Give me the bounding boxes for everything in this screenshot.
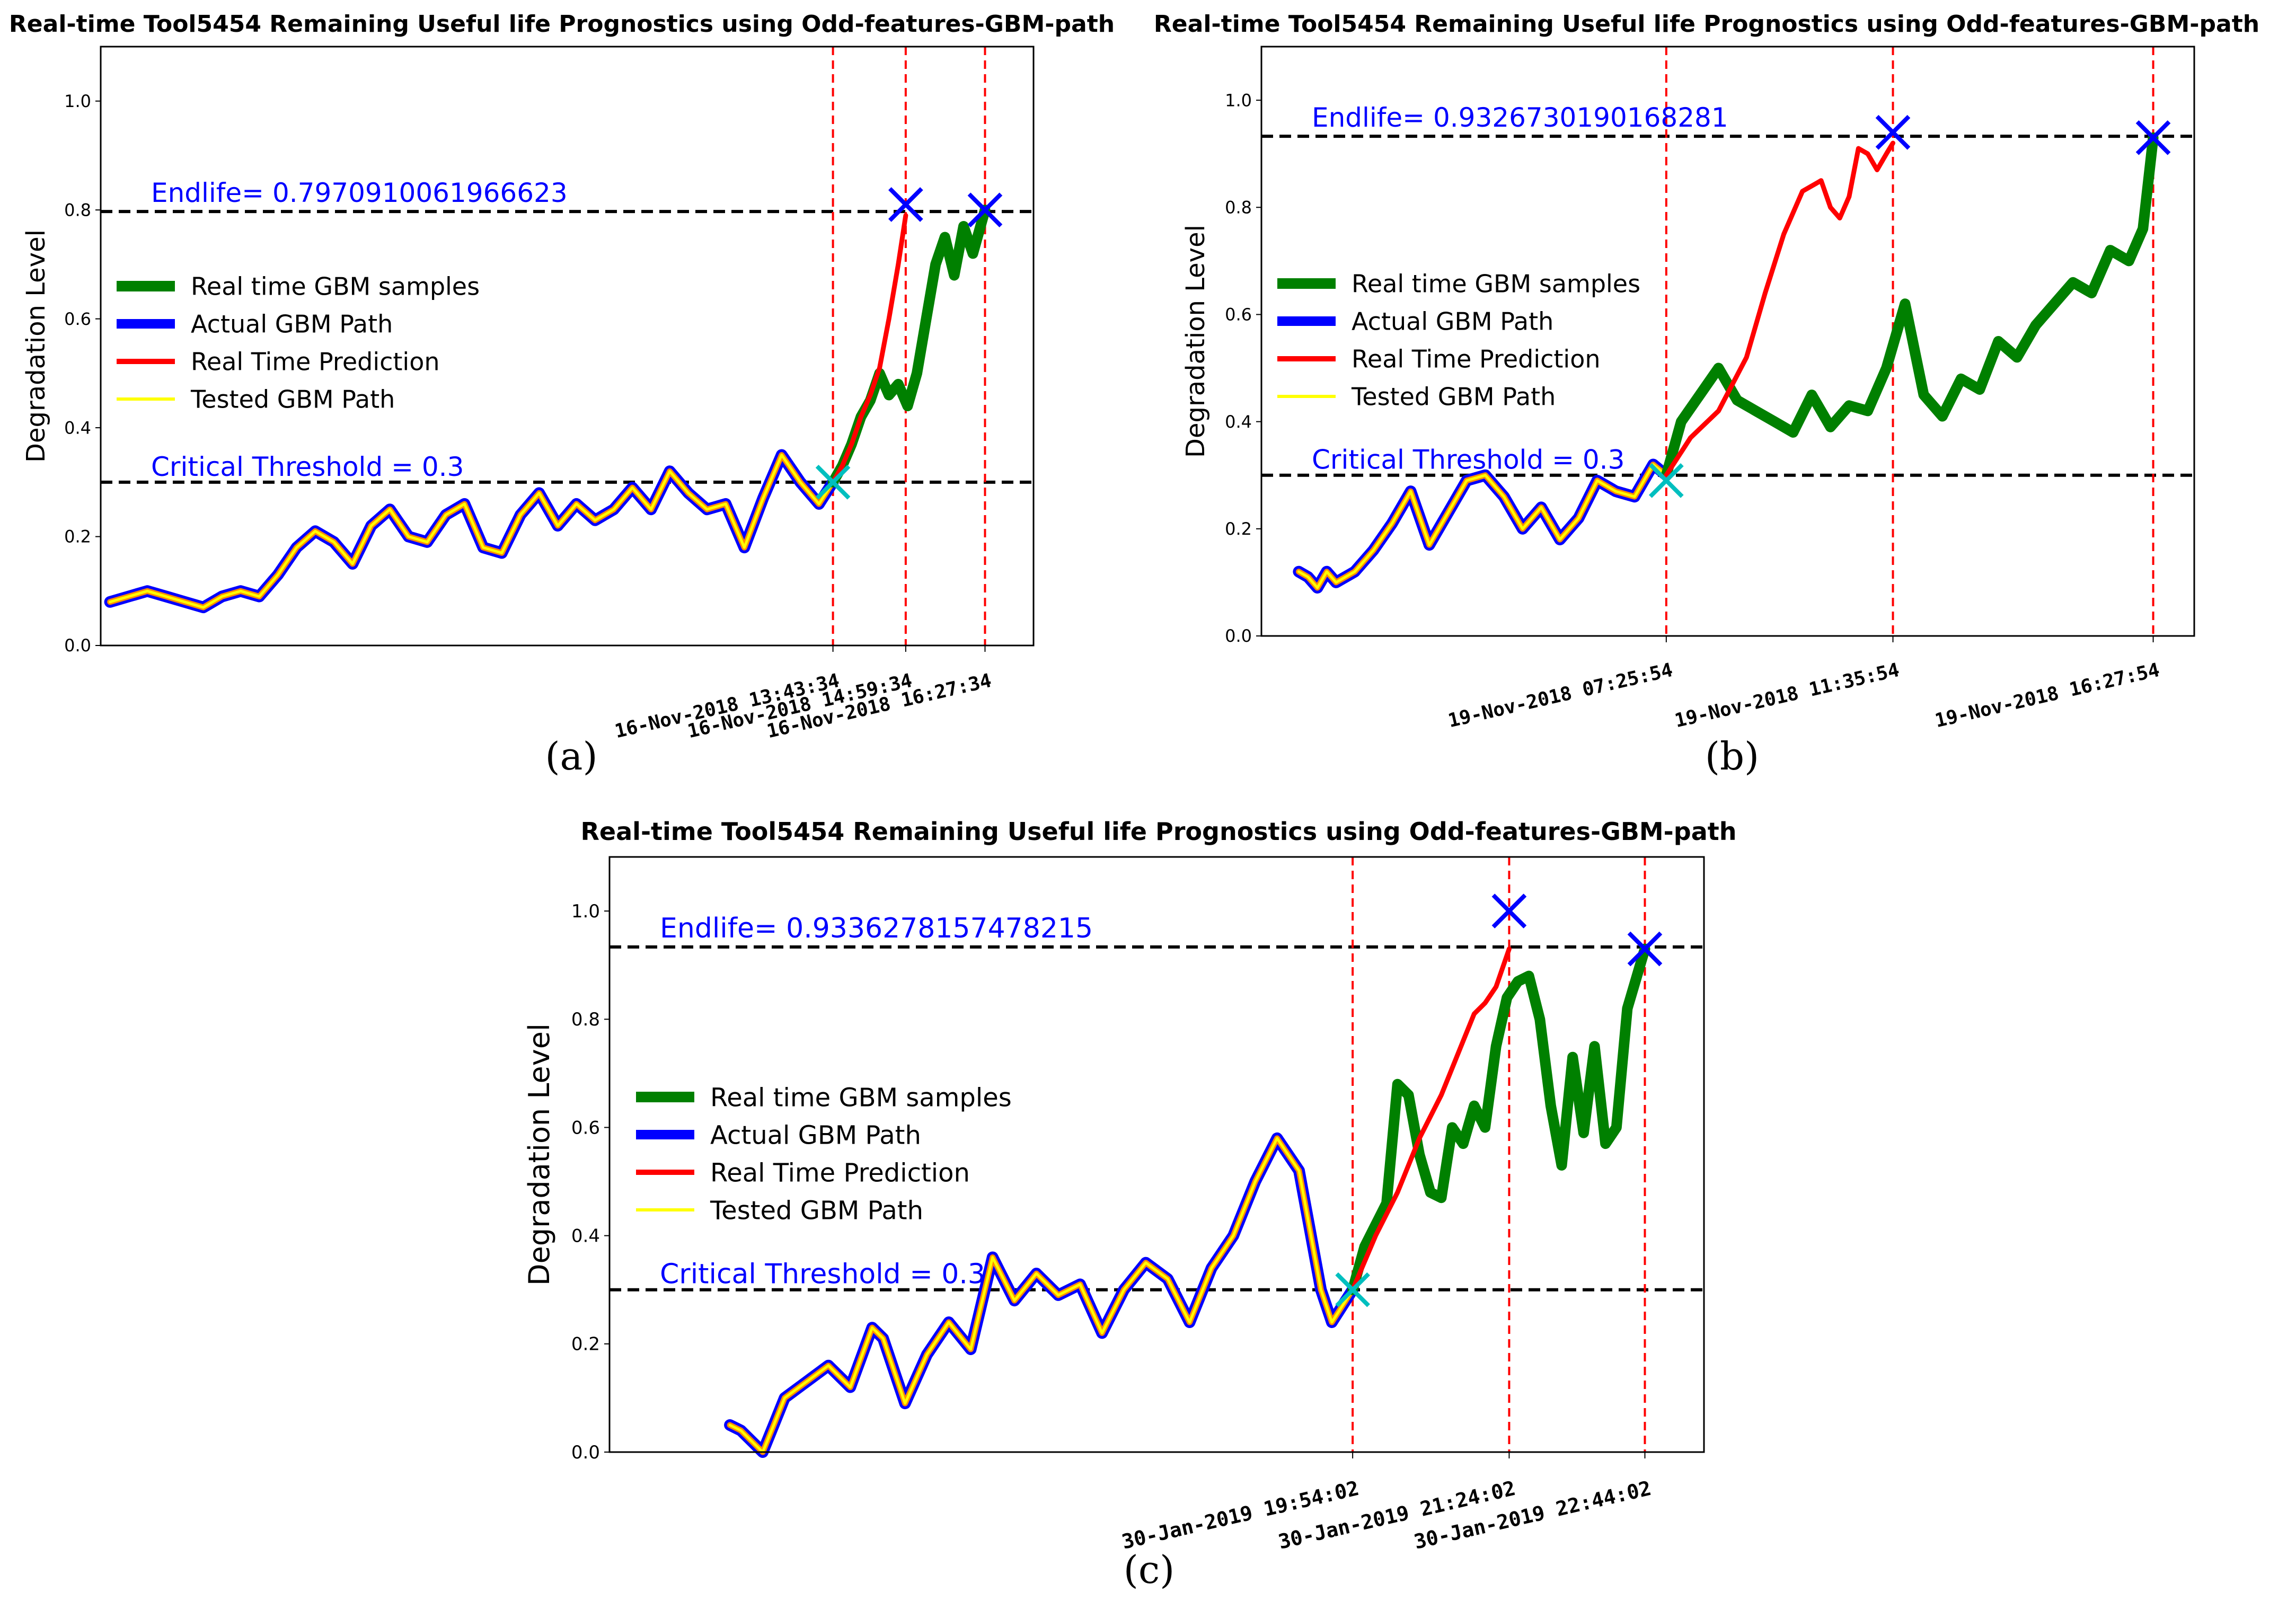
legend: Real time GBM samples Actual GBM Path Real…: [636, 1083, 1012, 1225]
plot-frame: [608, 856, 1705, 1453]
y-axis-label: Degradation Level: [1181, 225, 1211, 458]
x-marker-stroke: [1335, 1272, 1370, 1307]
y-tick-label: 0.2: [1225, 519, 1252, 539]
x-marker-predicted-end: [1491, 894, 1527, 928]
legend: Real time GBM samples Actual GBM Path Real…: [1277, 270, 1640, 411]
x-marker-start: [1335, 1272, 1370, 1307]
y-tick-label: 1.0: [64, 91, 91, 111]
tested-gbm-path: [109, 454, 835, 609]
y-tick-label: 0.0: [1225, 626, 1252, 646]
critical-threshold-label: Critical Threshold = 0.3: [1312, 445, 1624, 475]
caption-c: (c): [1123, 1547, 1175, 1592]
y-tick-label: 0.2: [64, 527, 91, 547]
x-marker-stroke: [1875, 114, 1911, 150]
y-tick-label: 0.8: [1225, 197, 1252, 217]
real-time-gbm-samples: [1661, 132, 2159, 481]
tested-gbm-path: [728, 1137, 1354, 1454]
y-tick-label: 0.2: [571, 1334, 600, 1355]
legend-label: Actual GBM Path: [710, 1120, 921, 1150]
real-time-prediction: [1350, 946, 1512, 1293]
caption-b: (b): [1705, 734, 1760, 779]
legend-label: Tested GBM Path: [190, 385, 395, 414]
legend-label: Actual GBM Path: [191, 310, 393, 339]
endlife-label: Endlife= 0.7970910061966623: [151, 178, 568, 208]
real-time-prediction: [831, 213, 908, 485]
x-marker-stroke: [967, 192, 1003, 228]
chart-svg-c: Real-time Tool5454 Remaining Useful life…: [523, 817, 1737, 1554]
endlife-label: Endlife= 0.9326730190168281: [1312, 102, 1728, 133]
legend: Real time GBM samples Actual GBM Path Real…: [117, 272, 480, 414]
x-marker-stroke: [1491, 894, 1527, 928]
endlife-label: Endlife= 0.9336278157478215: [660, 913, 1093, 944]
time-marker-label: 19-Nov-2018 07:25:54: [1446, 659, 1675, 732]
y-tick-label: 0.6: [571, 1117, 600, 1138]
plot-frame: [100, 46, 1035, 647]
time-marker-label: 19-Nov-2018 16:27:54: [1933, 659, 2162, 732]
legend-label: Tested GBM Path: [1351, 383, 1556, 411]
x-marker-start: [1649, 463, 1684, 498]
legend-label: Actual GBM Path: [1352, 307, 1553, 336]
chart-svg-b: Real-time Tool5454 Remaining Useful life…: [1154, 11, 2259, 732]
chart-panel-b: Real-time Tool5454 Remaining Useful life…: [1145, 0, 2296, 774]
chart-title: Real-time Tool5454 Remaining Useful life…: [1154, 11, 2259, 38]
x-marker-stroke: [1649, 463, 1684, 498]
critical-threshold-label: Critical Threshold = 0.3: [660, 1259, 985, 1290]
legend-label: Real time GBM samples: [710, 1083, 1012, 1112]
x-marker-stroke: [815, 464, 851, 500]
x-marker-actual-end: [967, 192, 1003, 228]
legend-label: Real time GBM samples: [1352, 270, 1640, 298]
legend-label: Real time GBM samples: [191, 272, 480, 301]
legend-label: Tested GBM Path: [710, 1196, 923, 1225]
legend-label: Real Time Prediction: [1352, 345, 1601, 374]
x-marker-stroke: [888, 187, 923, 222]
real-time-gbm-samples: [827, 205, 991, 488]
y-tick-label: 0.0: [64, 635, 91, 656]
x-marker-predicted-end: [888, 187, 923, 222]
real-time-prediction: [1664, 140, 1895, 478]
chart-panel-c: Real-time Tool5454 Remaining Useful life…: [504, 811, 1791, 1610]
y-tick-label: 0.8: [64, 200, 91, 220]
x-marker-actual-end: [2135, 120, 2171, 155]
chart-svg-a: Real-time Tool5454 Remaining Useful life…: [9, 11, 1115, 742]
x-marker-actual-end: [1627, 931, 1663, 967]
plot-frame: [1260, 46, 2195, 637]
x-marker-start: [815, 464, 851, 500]
legend-label: Real Time Prediction: [710, 1158, 970, 1188]
y-tick-label: 0.6: [64, 309, 91, 329]
real-time-gbm-samples: [1347, 943, 1650, 1295]
chart-title: Real-time Tool5454 Remaining Useful life…: [581, 817, 1737, 846]
y-tick-label: 0.4: [571, 1226, 600, 1247]
y-axis-label: Degradation Level: [523, 1023, 556, 1286]
y-tick-label: 0.4: [1225, 412, 1252, 432]
caption-a: (a): [545, 734, 598, 779]
y-tick-label: 0.0: [571, 1442, 600, 1463]
chart-title: Real-time Tool5454 Remaining Useful life…: [9, 11, 1115, 38]
time-marker-label: 19-Nov-2018 11:35:54: [1673, 659, 1902, 732]
y-tick-label: 0.6: [1225, 305, 1252, 325]
y-tick-label: 0.8: [571, 1009, 600, 1030]
y-tick-label: 0.4: [64, 418, 91, 438]
chart-panel-a: Real-time Tool5454 Remaining Useful life…: [0, 0, 1134, 774]
y-tick-label: 1.0: [1225, 90, 1252, 110]
x-marker-stroke: [1627, 931, 1663, 967]
tested-gbm-path: [1297, 463, 1668, 589]
legend-label: Real Time Prediction: [191, 348, 440, 376]
critical-threshold-label: Critical Threshold = 0.3: [151, 452, 464, 482]
y-tick-label: 1.0: [571, 901, 600, 922]
x-marker-predicted-end: [1875, 114, 1911, 150]
y-axis-label: Degradation Level: [21, 229, 51, 463]
x-marker-stroke: [2135, 120, 2171, 155]
